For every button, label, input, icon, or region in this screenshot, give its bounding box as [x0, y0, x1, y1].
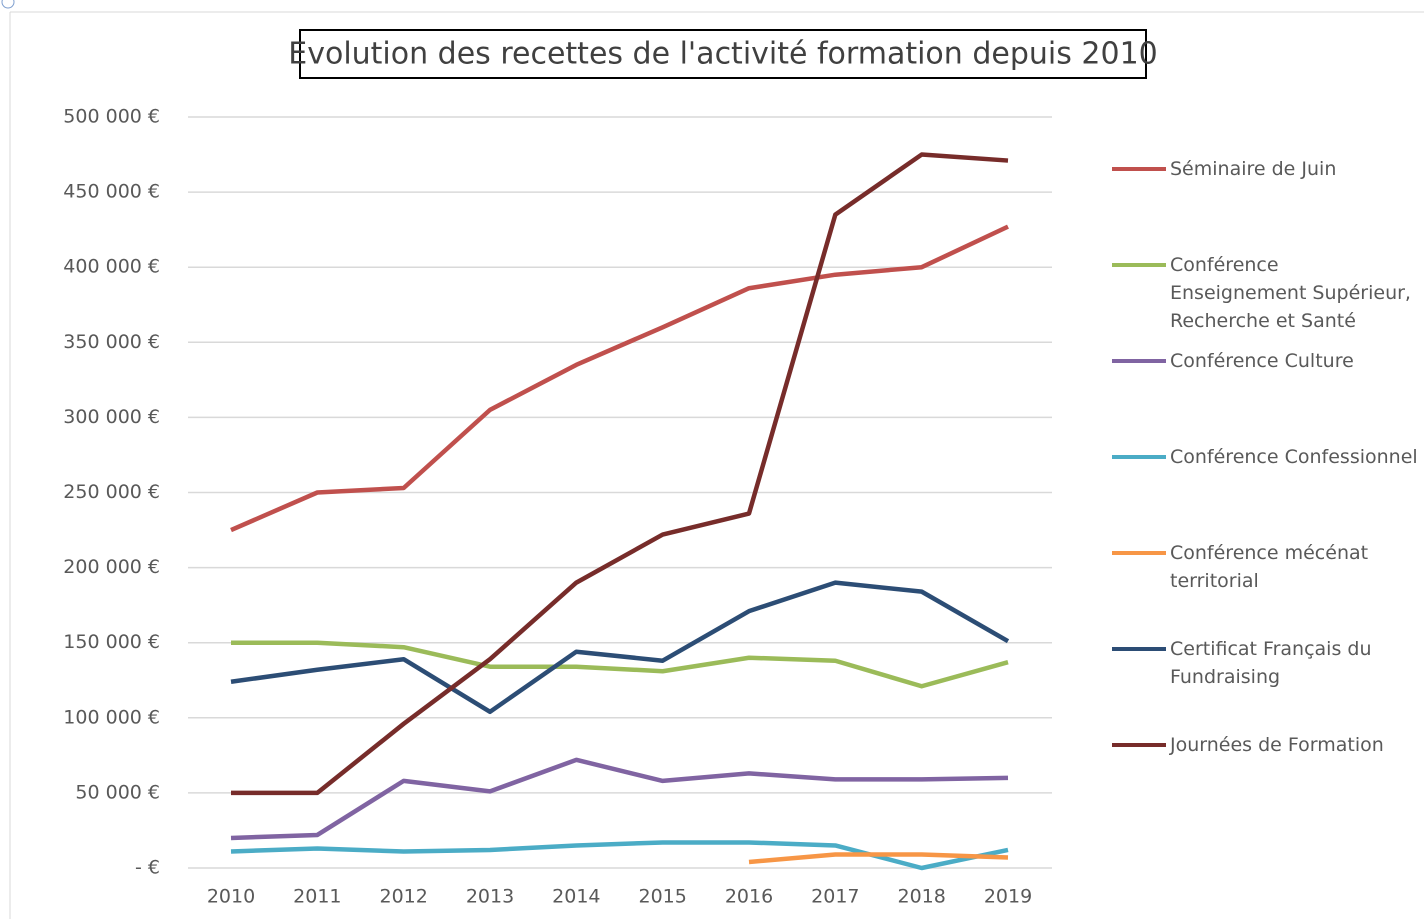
- series-line: [231, 152, 1009, 796]
- legend-entry: Conférence Confessionnel: [1112, 443, 1422, 471]
- x-tick-label: 2018: [897, 886, 945, 908]
- series-line: [230, 840, 1009, 871]
- y-tick-label: 50 000 €: [75, 781, 160, 803]
- legend-swatch: [1112, 263, 1166, 267]
- y-tick-label: 200 000 €: [63, 556, 160, 578]
- y-tick-label: 150 000 €: [63, 631, 160, 653]
- legend-entry: Conférence Culture: [1112, 347, 1422, 375]
- x-tick-label: 2014: [552, 886, 600, 908]
- x-tick-label: 2011: [293, 886, 341, 908]
- legend-label: Journées de Formation: [1170, 734, 1384, 756]
- y-tick-label: 450 000 €: [63, 181, 160, 203]
- y-tick-label: 400 000 €: [63, 256, 160, 278]
- legend-swatch: [1112, 359, 1166, 363]
- legend-swatch: [1112, 647, 1166, 651]
- x-tick-label: 2017: [811, 886, 859, 908]
- legend-swatch: [1112, 551, 1166, 555]
- legend-swatch: [1112, 167, 1166, 171]
- legend-label: Conférence Confessionnel: [1170, 446, 1418, 468]
- legend-swatch: [1112, 743, 1166, 747]
- x-tick-label: 2015: [638, 886, 686, 908]
- legend-entry: Certificat Français du Fundraising: [1112, 635, 1422, 691]
- series-line: [230, 580, 1010, 715]
- y-tick-label: 300 000 €: [63, 406, 160, 428]
- chart-title: Evolution des recettes de l'activité for…: [288, 37, 1158, 72]
- series-line: [230, 757, 1009, 841]
- x-tick-label: 2013: [466, 886, 514, 908]
- y-tick-label: 500 000 €: [63, 106, 160, 128]
- y-tick-label: 100 000 €: [63, 706, 160, 728]
- legend-entry: Conférence mécénat territorial: [1112, 539, 1422, 595]
- x-tick-label: 2012: [379, 886, 427, 908]
- x-tick-label: 2010: [207, 886, 255, 908]
- legend-swatch: [1112, 455, 1166, 459]
- x-tick-label: 2016: [725, 886, 773, 908]
- legend-entry: Conférence Enseignement Supérieur, Reche…: [1112, 251, 1422, 335]
- legend-entry: Séminaire de Juin: [1112, 155, 1422, 183]
- x-tick-label: 2019: [984, 886, 1032, 908]
- legend-label: Séminaire de Juin: [1170, 158, 1337, 180]
- handle: [1, 0, 15, 9]
- y-tick-label: - €: [135, 857, 160, 879]
- y-tick-label: 250 000 €: [63, 481, 160, 503]
- legend-entry: Journées de Formation: [1112, 731, 1422, 759]
- title-box: [299, 29, 1147, 79]
- series-line: [230, 224, 1009, 533]
- legend-label: Conférence mécénat territorial: [1170, 542, 1369, 592]
- series-line: [231, 640, 1009, 689]
- y-tick-label: 350 000 €: [63, 331, 160, 353]
- legend-label: Conférence Enseignement Supérieur, Reche…: [1170, 254, 1411, 332]
- legend-label: Certificat Français du Fundraising: [1170, 638, 1372, 688]
- series-line: [748, 852, 1009, 865]
- legend-label: Conférence Culture: [1170, 350, 1354, 372]
